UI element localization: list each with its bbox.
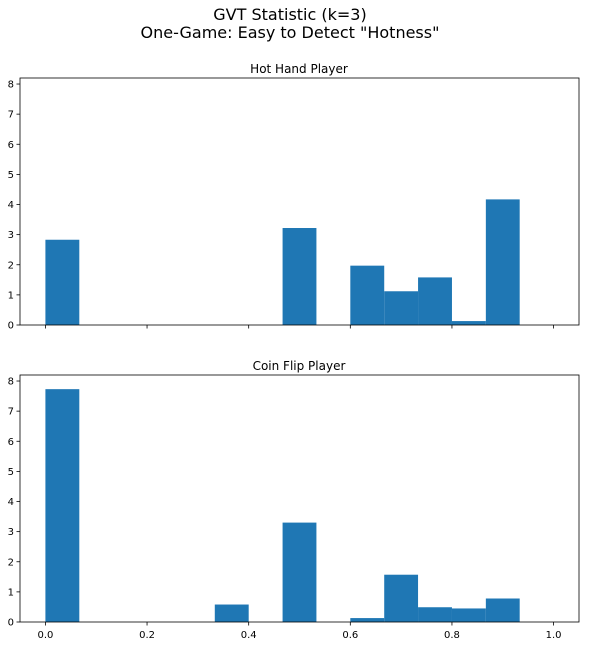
hot-hand-x-axis	[45, 325, 554, 329]
coin-flip-ytick-label-3: 3	[8, 527, 14, 538]
hot-hand-ytick-label-4: 4	[8, 200, 14, 211]
coin-flip-ytick-label-0: 0	[8, 618, 14, 629]
hot-hand-ytick-label-8: 8	[8, 80, 14, 91]
coin-flip-bar-13	[485, 598, 520, 622]
hot-hand-ytick-label-0: 0	[8, 321, 14, 332]
coin-flip-bar-0	[45, 389, 80, 622]
coin-flip-axes-frame	[19, 374, 580, 623]
coin-flip-xtick-label-3: 0.6	[342, 630, 358, 641]
coin-flip-bar-9	[350, 618, 385, 622]
coin-flip-xtick-label-5: 1.0	[546, 630, 562, 641]
hot-hand-ytick-label-7: 7	[8, 110, 14, 121]
coin-flip-bar-5	[214, 604, 249, 622]
coin-flip-xtick-label-0: 0.0	[37, 630, 53, 641]
hot-hand-bar-9	[350, 265, 385, 325]
hot-hand-bars	[45, 199, 520, 325]
hot-hand-bar-12	[451, 321, 486, 325]
coin-flip-panel-title: Coin Flip Player	[253, 359, 346, 373]
hot-hand-axes-frame	[19, 77, 580, 326]
coin-flip-ytick-label-2: 2	[8, 557, 14, 568]
hot-hand-ytick-label-3: 3	[8, 230, 14, 241]
coin-flip-xtick-label-4: 0.8	[444, 630, 460, 641]
hot-hand-bar-13	[485, 199, 520, 325]
coin-flip-ytick-label-1: 1	[8, 587, 14, 598]
coin-flip-xtick-label-1: 0.2	[139, 630, 155, 641]
hot-hand-ytick-label-5: 5	[8, 170, 14, 181]
hot-hand-bar-7	[282, 228, 317, 325]
coin-flip-ytick-label-7: 7	[8, 407, 14, 418]
hot-hand-panel-title: Hot Hand Player	[250, 62, 348, 76]
coin-flip-bar-11	[418, 607, 452, 622]
hot-hand-ytick-label-2: 2	[8, 260, 14, 271]
coin-flip-y-axis: 0 1 2 3 4 5 6 7 8	[8, 377, 20, 629]
coin-flip-bar-10	[384, 574, 419, 622]
coin-flip-ytick-label-5: 5	[8, 467, 14, 478]
coin-flip-ytick-label-6: 6	[8, 437, 14, 448]
hot-hand-y-axis: 0 1 2 3 4 5 6 7 8	[8, 80, 20, 332]
hot-hand-bar-11	[418, 277, 452, 325]
hot-hand-panel: Hot Hand Player 0 1 2 3 4 5 6 7 8	[8, 62, 580, 332]
coin-flip-bar-7	[282, 522, 317, 622]
figure-title-line1: GVT Statistic (k=3)	[213, 5, 366, 24]
coin-flip-ytick-label-8: 8	[8, 377, 14, 388]
figure-title-line2: One-Game: Easy to Detect "Hotness"	[141, 23, 440, 42]
coin-flip-bar-12	[451, 608, 486, 622]
coin-flip-bars	[45, 389, 520, 622]
coin-flip-ytick-label-4: 4	[8, 497, 14, 508]
coin-flip-xtick-label-2: 0.4	[241, 630, 257, 641]
hot-hand-bar-0	[45, 239, 80, 325]
coin-flip-x-axis: 0.0 0.2 0.4 0.6 0.8 1.0	[37, 622, 562, 641]
hot-hand-ytick-label-6: 6	[8, 140, 14, 151]
hot-hand-ytick-label-1: 1	[8, 290, 14, 301]
hot-hand-bar-10	[384, 291, 419, 325]
